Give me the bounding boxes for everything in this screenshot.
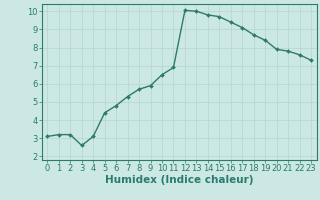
X-axis label: Humidex (Indice chaleur): Humidex (Indice chaleur) [105, 175, 253, 185]
